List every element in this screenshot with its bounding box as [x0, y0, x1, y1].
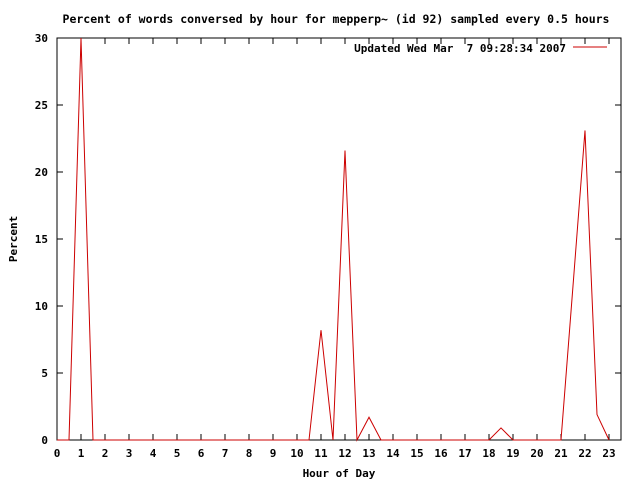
x-tick-label: 2	[102, 447, 109, 460]
data-point	[140, 439, 141, 440]
data-point	[596, 414, 597, 415]
data-point	[80, 37, 81, 38]
x-tick-label: 13	[362, 447, 375, 460]
plot-frame	[56, 37, 622, 441]
data-point	[608, 439, 609, 440]
y-tick-label: 0	[41, 434, 48, 447]
x-tick-label: 0	[54, 447, 61, 460]
data-point	[308, 439, 309, 440]
data-point	[212, 439, 213, 440]
data-point	[68, 439, 69, 440]
y-axis-label: Percent	[7, 216, 20, 262]
data-point	[512, 439, 513, 440]
x-tick-label: 8	[246, 447, 253, 460]
x-tick-label: 9	[270, 447, 277, 460]
data-point	[488, 439, 489, 440]
x-tick-label: 16	[434, 447, 448, 460]
x-tick-label: 17	[458, 447, 471, 460]
y-tick-label: 15	[35, 233, 48, 246]
x-tick-label: 14	[386, 447, 400, 460]
data-point	[128, 439, 129, 440]
x-tick-label: 15	[410, 447, 423, 460]
data-point	[560, 439, 561, 440]
x-tick-label: 6	[198, 447, 205, 460]
series-line	[57, 37, 610, 442]
x-tick-label: 21	[554, 447, 568, 460]
data-point	[536, 439, 537, 440]
data-point	[440, 439, 441, 440]
data-point	[116, 439, 117, 440]
data-point	[332, 439, 333, 440]
data-point	[176, 439, 177, 440]
x-tick-label: 19	[506, 447, 519, 460]
x-tick-label: 18	[482, 447, 495, 460]
data-point	[224, 439, 225, 440]
data-point	[188, 439, 189, 440]
data-point	[416, 439, 417, 440]
chart-title: Percent of words conversed by hour for m…	[63, 12, 610, 26]
x-tick-label: 12	[338, 447, 351, 460]
data-point	[356, 439, 357, 440]
x-tick-label: 4	[150, 447, 157, 460]
data-point	[260, 439, 261, 440]
data-point	[104, 439, 105, 440]
x-tick-label: 7	[222, 447, 229, 460]
data-point	[548, 439, 549, 440]
data-point	[452, 439, 453, 440]
data-point	[164, 439, 165, 440]
legend-series-label: Updated Wed Mar 7 09:28:34 2007	[354, 42, 566, 55]
data-point	[248, 439, 249, 440]
data-point	[380, 439, 381, 440]
x-tick-label: 22	[578, 447, 591, 460]
data-point	[464, 439, 465, 440]
data-point	[296, 439, 297, 440]
y-tick-label: 10	[35, 300, 48, 313]
y-tick-label: 20	[35, 166, 48, 179]
data-point	[92, 439, 93, 440]
data-point	[584, 130, 585, 131]
data-point	[236, 439, 237, 440]
x-tick-label: 11	[314, 447, 328, 460]
x-tick-label: 3	[126, 447, 133, 460]
x-tick-label: 5	[174, 447, 181, 460]
data-point	[404, 439, 405, 440]
x-axis-label: Hour of Day	[303, 467, 376, 480]
data-point	[200, 439, 201, 440]
x-tick-label: 10	[290, 447, 303, 460]
data-point	[320, 330, 321, 331]
data-point	[368, 417, 369, 418]
data-point	[344, 150, 345, 151]
x-tick-label: 23	[602, 447, 615, 460]
series-layer	[56, 37, 610, 442]
y-tick-label: 5	[41, 367, 48, 380]
data-point	[152, 439, 153, 440]
data-point	[524, 439, 525, 440]
x-tick-label: 1	[78, 447, 85, 460]
data-point	[428, 439, 429, 440]
data-point	[272, 439, 273, 440]
data-point	[392, 439, 393, 440]
data-point	[476, 439, 477, 440]
data-point	[572, 285, 573, 286]
x-tick-label: 20	[530, 447, 543, 460]
y-tick-label: 30	[35, 32, 48, 45]
data-point	[500, 427, 501, 428]
y-tick-label: 25	[35, 99, 48, 112]
legend: Updated Wed Mar 7 09:28:34 2007	[354, 42, 607, 55]
data-point	[56, 439, 57, 440]
data-point	[284, 439, 285, 440]
